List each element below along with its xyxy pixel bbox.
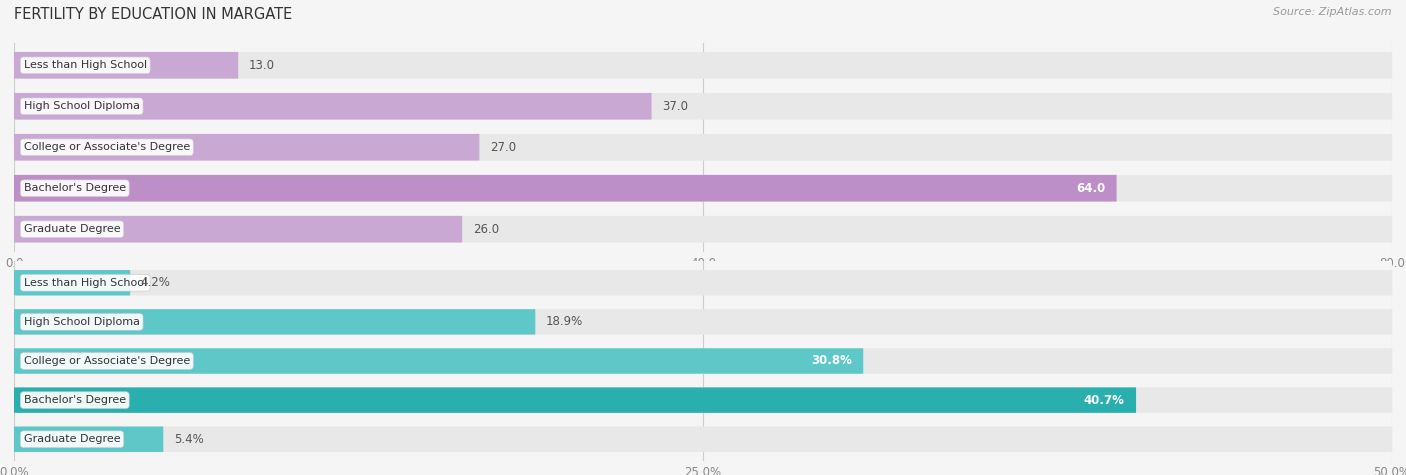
- Text: College or Associate's Degree: College or Associate's Degree: [24, 142, 190, 152]
- Text: Source: ZipAtlas.com: Source: ZipAtlas.com: [1274, 7, 1392, 17]
- FancyBboxPatch shape: [14, 348, 863, 374]
- Text: Graduate Degree: Graduate Degree: [24, 224, 121, 234]
- Text: High School Diploma: High School Diploma: [24, 101, 139, 111]
- FancyBboxPatch shape: [14, 216, 463, 243]
- FancyBboxPatch shape: [14, 134, 1392, 161]
- Text: 27.0: 27.0: [491, 141, 516, 154]
- Text: 5.4%: 5.4%: [174, 433, 204, 446]
- Text: 13.0: 13.0: [249, 59, 276, 72]
- Text: Less than High School: Less than High School: [24, 60, 146, 70]
- Text: 4.2%: 4.2%: [141, 276, 170, 289]
- FancyBboxPatch shape: [14, 134, 479, 161]
- FancyBboxPatch shape: [14, 93, 651, 120]
- FancyBboxPatch shape: [14, 216, 1392, 243]
- Text: Bachelor's Degree: Bachelor's Degree: [24, 395, 125, 405]
- FancyBboxPatch shape: [14, 52, 238, 78]
- Text: College or Associate's Degree: College or Associate's Degree: [24, 356, 190, 366]
- FancyBboxPatch shape: [14, 175, 1392, 201]
- Text: 30.8%: 30.8%: [811, 354, 852, 368]
- FancyBboxPatch shape: [14, 388, 1136, 413]
- Text: 37.0: 37.0: [662, 100, 689, 113]
- FancyBboxPatch shape: [14, 270, 1392, 295]
- Text: FERTILITY BY EDUCATION IN MARGATE: FERTILITY BY EDUCATION IN MARGATE: [14, 7, 292, 22]
- Text: 64.0: 64.0: [1076, 182, 1105, 195]
- Text: 40.7%: 40.7%: [1084, 394, 1125, 407]
- FancyBboxPatch shape: [14, 52, 1392, 78]
- Text: 18.9%: 18.9%: [546, 315, 583, 328]
- FancyBboxPatch shape: [14, 427, 1392, 452]
- FancyBboxPatch shape: [14, 175, 1116, 201]
- FancyBboxPatch shape: [14, 388, 1392, 413]
- Text: Bachelor's Degree: Bachelor's Degree: [24, 183, 125, 193]
- Text: High School Diploma: High School Diploma: [24, 317, 139, 327]
- FancyBboxPatch shape: [14, 93, 1392, 120]
- Text: 26.0: 26.0: [472, 223, 499, 236]
- FancyBboxPatch shape: [14, 427, 163, 452]
- Text: Less than High School: Less than High School: [24, 278, 146, 288]
- FancyBboxPatch shape: [14, 309, 536, 334]
- FancyBboxPatch shape: [14, 309, 1392, 334]
- FancyBboxPatch shape: [14, 348, 1392, 374]
- Text: Graduate Degree: Graduate Degree: [24, 434, 121, 444]
- FancyBboxPatch shape: [14, 270, 131, 295]
